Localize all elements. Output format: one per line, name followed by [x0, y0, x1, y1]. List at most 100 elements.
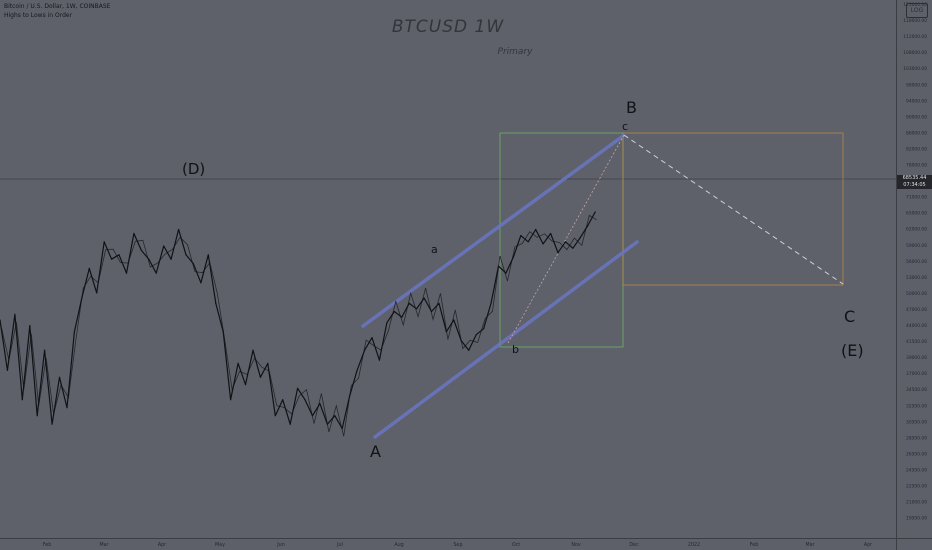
price-point — [230, 399, 232, 401]
price-point — [192, 263, 194, 265]
wave-label-C: C — [844, 307, 856, 326]
price-point — [289, 423, 291, 425]
price-axis-label: 19500.00 — [906, 516, 927, 522]
price-axis-label: 103000.00 — [903, 66, 927, 72]
price-point — [564, 241, 567, 243]
price-point — [170, 258, 172, 260]
price-point — [572, 247, 574, 249]
price-point — [267, 362, 269, 364]
wave-label-D: (D) — [182, 160, 206, 178]
price-axis-label: 22500.00 — [906, 484, 927, 490]
price-point — [36, 415, 38, 417]
price-point — [311, 415, 314, 417]
price-point — [103, 241, 105, 243]
price-point — [215, 302, 217, 304]
price-axis-label: 44000.00 — [906, 323, 927, 329]
price-axis-label: 86000.00 — [906, 130, 927, 136]
price-axis-label: 65000.00 — [906, 211, 927, 217]
price-point — [252, 349, 254, 351]
time-axis-label: Aug — [394, 542, 403, 548]
symbol-info: Bitcoin / U.S. Dollar, 1W, COINBASE — [4, 3, 111, 10]
price-point — [378, 359, 380, 361]
price-point — [475, 334, 477, 336]
price-point — [185, 254, 187, 256]
price-axis-label: 37000.00 — [906, 371, 927, 377]
price-series — [0, 211, 597, 437]
time-axis-label: Feb — [750, 542, 759, 548]
time-axis-label: Apr — [158, 542, 166, 548]
price-point — [505, 272, 507, 274]
price-axis-label: 59000.00 — [906, 243, 927, 249]
price-point — [401, 316, 403, 318]
wave-label-c: c — [622, 120, 629, 133]
price-point — [371, 337, 373, 339]
wave-label-b: b — [512, 343, 519, 356]
price-axis-label: 41500.00 — [906, 339, 927, 345]
price-axis-label: 71000.00 — [906, 195, 927, 201]
chart-subtitle: Primary — [497, 47, 533, 57]
price-point — [66, 407, 68, 409]
price-point — [6, 369, 8, 371]
orange-projection-box — [622, 132, 844, 286]
price-point — [319, 403, 321, 405]
price-point — [497, 265, 500, 267]
price-axis-label: 94000.00 — [906, 98, 927, 104]
price-axis-label: 82000.00 — [906, 146, 927, 152]
price-point — [445, 331, 447, 333]
price-point — [527, 241, 529, 243]
time-axis-label: Mar — [99, 542, 108, 548]
price-point — [51, 423, 53, 425]
price-axis-label: 118000.00 — [903, 18, 927, 24]
price-point — [483, 328, 485, 330]
price-axis-label: 24500.00 — [906, 467, 927, 473]
time-axis-label: Oct — [512, 542, 520, 548]
price-point — [408, 302, 410, 304]
price-point — [468, 349, 470, 351]
price-point — [535, 228, 537, 231]
time-axis-label: Sep — [453, 542, 462, 548]
price-point — [594, 211, 596, 213]
price-axis-label: 30500.00 — [906, 419, 927, 425]
price-axis-label: 62000.00 — [906, 227, 927, 233]
price-point — [148, 258, 150, 260]
price-point — [438, 302, 440, 304]
price-point — [430, 310, 433, 313]
price-point — [334, 415, 336, 417]
price-axis-label: 98000.00 — [906, 82, 927, 88]
price-point — [349, 395, 351, 397]
price-point — [125, 272, 128, 274]
price-series-secondary-line — [1, 214, 597, 437]
time-axis-label: Mar — [805, 542, 814, 548]
price-point — [111, 258, 113, 260]
log-scale-button[interactable]: LOG — [906, 3, 928, 18]
price-point — [259, 376, 261, 378]
price-point — [244, 384, 247, 386]
price-point — [118, 254, 120, 256]
price-point — [460, 340, 462, 342]
price-point — [512, 256, 515, 258]
price-point — [364, 349, 366, 351]
price-axis-label: 121000.00 — [903, 2, 927, 8]
price-axis-label: 90000.00 — [906, 114, 927, 120]
price-point — [326, 423, 328, 425]
price-point — [140, 249, 142, 251]
price-point — [73, 331, 75, 333]
price-point — [490, 302, 492, 304]
time-axis-label: 2022 — [688, 542, 700, 548]
price-point — [579, 237, 581, 239]
price-axis-label: 21000.00 — [906, 500, 927, 506]
price-point — [393, 310, 395, 313]
price-point — [44, 349, 46, 351]
price-point — [133, 232, 135, 235]
price-point — [304, 399, 306, 401]
price-point — [386, 322, 388, 324]
price-axis-label: 108000.00 — [903, 50, 927, 56]
price-point — [282, 399, 284, 401]
wave-label-a: a — [431, 243, 438, 256]
time-axis-label: May — [215, 542, 225, 548]
time-axis-label: Jul — [336, 542, 343, 548]
price-point — [58, 376, 61, 378]
price-point — [207, 254, 209, 256]
